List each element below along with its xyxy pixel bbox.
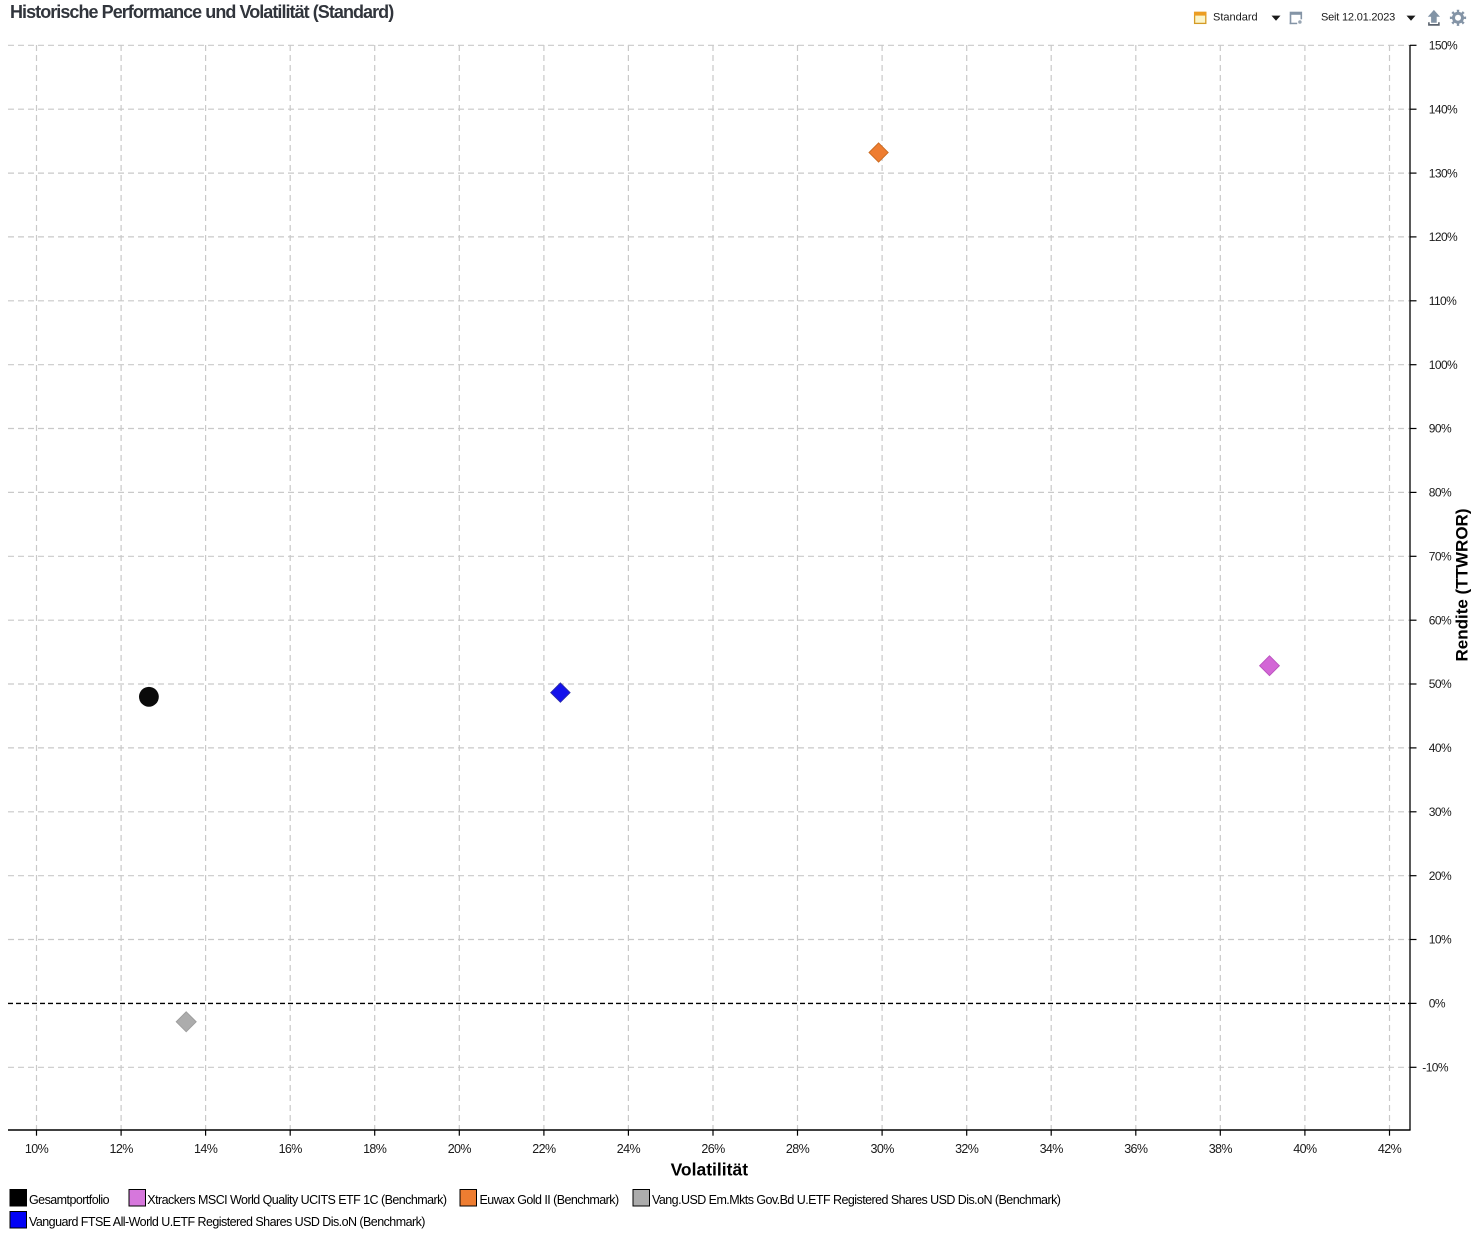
svg-text:130%: 130% [1429,166,1458,180]
svg-text:150%: 150% [1429,39,1458,53]
svg-text:80%: 80% [1429,486,1452,500]
svg-text:36%: 36% [1124,1142,1148,1156]
svg-text:34%: 34% [1040,1142,1064,1156]
svg-text:10%: 10% [25,1142,49,1156]
svg-text:20%: 20% [1429,869,1452,883]
svg-text:120%: 120% [1429,230,1458,244]
svg-text:28%: 28% [786,1142,810,1156]
svg-text:30%: 30% [1429,805,1452,819]
svg-text:Standard: Standard [1213,12,1258,24]
svg-text:90%: 90% [1429,422,1452,436]
svg-text:40%: 40% [1429,741,1452,755]
svg-text:42%: 42% [1378,1142,1402,1156]
svg-text:Rendite (TTWROR): Rendite (TTWROR) [1453,509,1472,662]
svg-text:Gesamtportfolio: Gesamtportfolio [29,1193,110,1207]
svg-text:Seit 12.01.2023: Seit 12.01.2023 [1321,12,1395,24]
svg-text:38%: 38% [1209,1142,1233,1156]
svg-text:26%: 26% [701,1142,725,1156]
svg-text:Vang.USD Em.Mkts Gov.Bd U.ETF: Vang.USD Em.Mkts Gov.Bd U.ETF Registered… [652,1193,1061,1207]
svg-text:140%: 140% [1429,102,1458,116]
svg-text:32%: 32% [955,1142,979,1156]
svg-text:60%: 60% [1429,613,1452,627]
svg-text:50%: 50% [1429,677,1452,691]
svg-text:110%: 110% [1429,294,1457,308]
svg-text:Vanguard FTSE All-World U.ETF: Vanguard FTSE All-World U.ETF Registered… [29,1215,425,1229]
svg-text:Volatilität: Volatilität [671,1159,749,1179]
svg-text:40%: 40% [1293,1142,1317,1156]
svg-text:18%: 18% [363,1142,387,1156]
svg-text:0%: 0% [1429,997,1446,1011]
svg-text:70%: 70% [1429,550,1452,564]
svg-text:24%: 24% [617,1142,641,1156]
svg-text:100%: 100% [1429,358,1458,372]
svg-text:-10%: -10% [1422,1061,1449,1075]
svg-text:14%: 14% [194,1142,218,1156]
svg-text:20%: 20% [448,1142,472,1156]
svg-text:10%: 10% [1429,933,1452,947]
svg-text:Euwax Gold II (Benchmark): Euwax Gold II (Benchmark) [480,1193,619,1207]
svg-text:30%: 30% [870,1142,894,1156]
svg-text:16%: 16% [279,1142,303,1156]
svg-text:Historische Performance und Vo: Historische Performance und Volatilität … [10,2,394,22]
svg-text:12%: 12% [109,1142,133,1156]
svg-text:Xtrackers MSCI World Quality U: Xtrackers MSCI World Quality UCITS ETF 1… [147,1193,447,1207]
svg-text:22%: 22% [532,1142,556,1156]
